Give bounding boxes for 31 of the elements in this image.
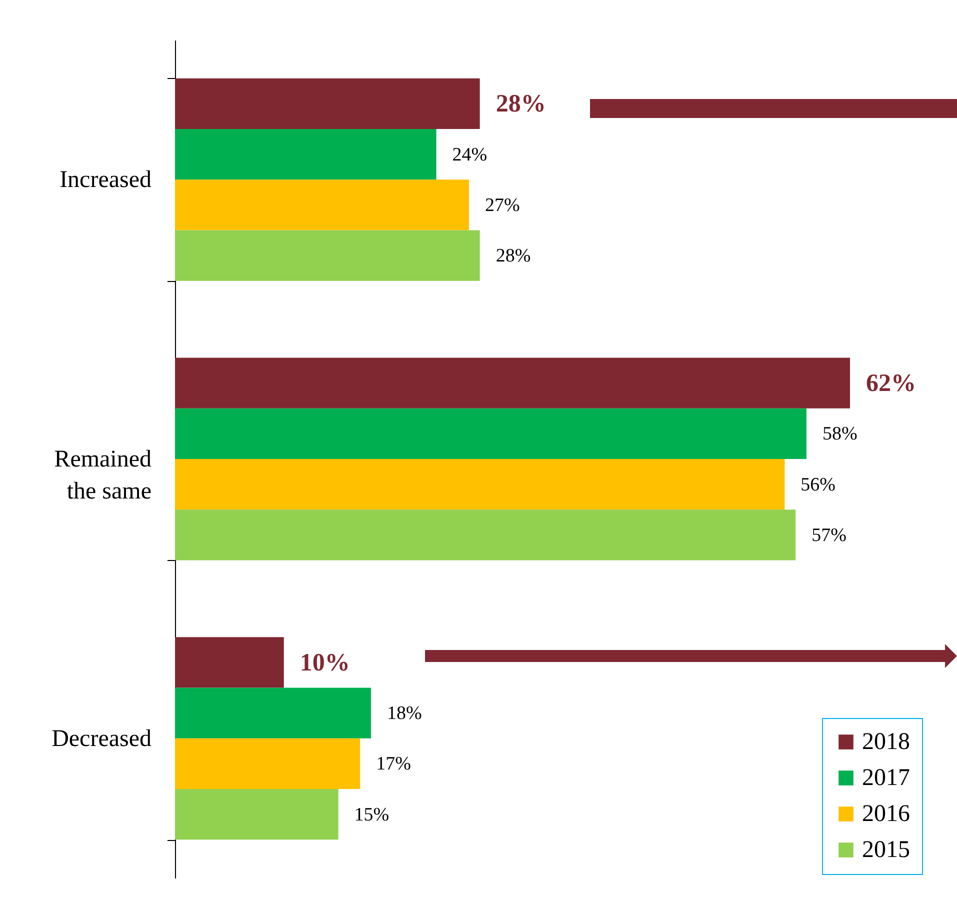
data-label: 27%: [484, 194, 520, 216]
y-tick-label: Decreased: [52, 726, 152, 752]
data-label: 58%: [822, 424, 858, 445]
data-label: 28%: [496, 90, 546, 118]
bar: [175, 180, 469, 230]
data-label: 10%: [300, 649, 350, 676]
y-tick-label: Remained the same: [54, 446, 152, 504]
data-label: 15%: [354, 804, 390, 826]
bar: [175, 459, 785, 510]
bar: [175, 358, 850, 408]
legend-label: 2018: [862, 729, 910, 755]
bar: [175, 688, 371, 738]
data-label: 24%: [452, 144, 488, 166]
legend-label: 2017: [862, 765, 910, 791]
data-label: 62%: [866, 370, 916, 398]
data-label: 57%: [812, 524, 847, 546]
bar: [175, 738, 360, 789]
data-label: 17%: [376, 754, 412, 775]
bar: [175, 510, 796, 560]
data-label: 28%: [496, 246, 531, 267]
data-label: 56%: [800, 474, 836, 496]
bar: [175, 408, 806, 459]
legend-label: 2016: [862, 801, 910, 827]
data-label: 18%: [386, 703, 422, 724]
bar: [175, 230, 480, 281]
bar: [175, 788, 338, 840]
bar: [175, 129, 436, 180]
bar: [175, 637, 284, 688]
legend-label: 2015: [862, 837, 910, 863]
y-tick-label: Increased: [60, 167, 152, 194]
bar: [175, 78, 480, 130]
